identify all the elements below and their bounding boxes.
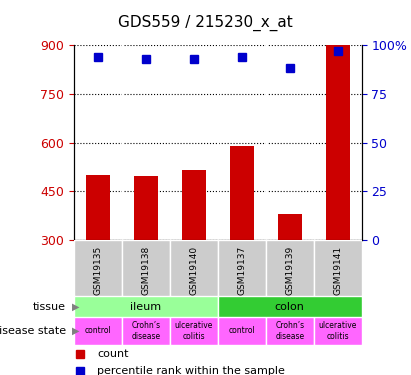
Bar (74, 317, 122, 345)
Text: Crohn’s
disease: Crohn’s disease (132, 321, 160, 340)
Bar (230, 146, 254, 240)
Text: ulcerative
colitis: ulcerative colitis (175, 321, 213, 340)
Text: Crohn’s
disease: Crohn’s disease (275, 321, 304, 340)
Bar (74, 296, 218, 317)
Text: ▶: ▶ (72, 326, 79, 336)
Bar (218, 296, 362, 317)
Text: control: control (229, 326, 255, 335)
Text: ileum: ileum (130, 302, 162, 312)
Text: GSM19135: GSM19135 (93, 246, 102, 295)
Bar (170, 317, 218, 345)
Bar (314, 317, 362, 345)
Bar (86, 175, 110, 240)
Bar (218, 317, 266, 345)
Text: GDS559 / 215230_x_at: GDS559 / 215230_x_at (118, 15, 293, 31)
Bar (266, 240, 314, 296)
Bar (266, 317, 314, 345)
Text: ulcerative
colitis: ulcerative colitis (319, 321, 357, 340)
Bar (182, 170, 206, 240)
Text: GSM19141: GSM19141 (333, 246, 342, 295)
Text: colon: colon (275, 302, 305, 312)
Bar (134, 176, 158, 240)
Bar (122, 240, 170, 296)
Text: ▶: ▶ (72, 302, 79, 312)
Bar (218, 240, 266, 296)
Text: GSM19138: GSM19138 (141, 246, 150, 295)
Text: disease state: disease state (0, 326, 66, 336)
Bar (314, 240, 362, 296)
Bar (122, 317, 170, 345)
Text: percentile rank within the sample: percentile rank within the sample (97, 366, 285, 375)
Bar (326, 45, 350, 240)
Text: count: count (97, 350, 129, 360)
Bar (170, 240, 218, 296)
Text: GSM19139: GSM19139 (285, 246, 294, 295)
Text: GSM19140: GSM19140 (189, 246, 199, 295)
Text: tissue: tissue (33, 302, 66, 312)
Text: control: control (85, 326, 111, 335)
Text: GSM19137: GSM19137 (237, 246, 246, 295)
Bar (278, 214, 302, 240)
Bar (74, 240, 122, 296)
